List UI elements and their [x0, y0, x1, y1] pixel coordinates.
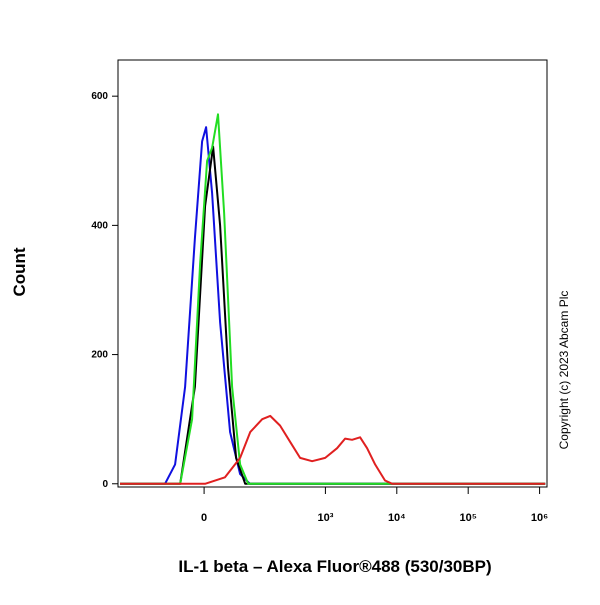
- y-axis-label: Count: [10, 247, 29, 296]
- histogram-line: [120, 126, 546, 485]
- x-tick-label: 10³: [317, 512, 333, 524]
- histogram-line: [120, 113, 546, 485]
- histogram-line: [120, 145, 546, 485]
- x-tick-label: 10⁴: [388, 512, 406, 524]
- plot-frame: [117, 59, 548, 488]
- y-tick-label: 0: [102, 479, 108, 490]
- histogram-line: [120, 414, 546, 485]
- x-tick-label: 10⁶: [531, 512, 548, 524]
- x-axis-label: IL-1 beta – Alexa Fluor®488 (530/30BP): [178, 557, 491, 576]
- copyright: Copyright (c) 2023 Abcam Plc: [557, 291, 571, 450]
- x-tick-label: 10⁵: [459, 512, 476, 524]
- x-tick-label: 0: [201, 512, 207, 524]
- y-tick-label: 200: [91, 350, 108, 361]
- y-tick-label: 600: [91, 91, 108, 102]
- y-tick-label: 400: [91, 220, 108, 231]
